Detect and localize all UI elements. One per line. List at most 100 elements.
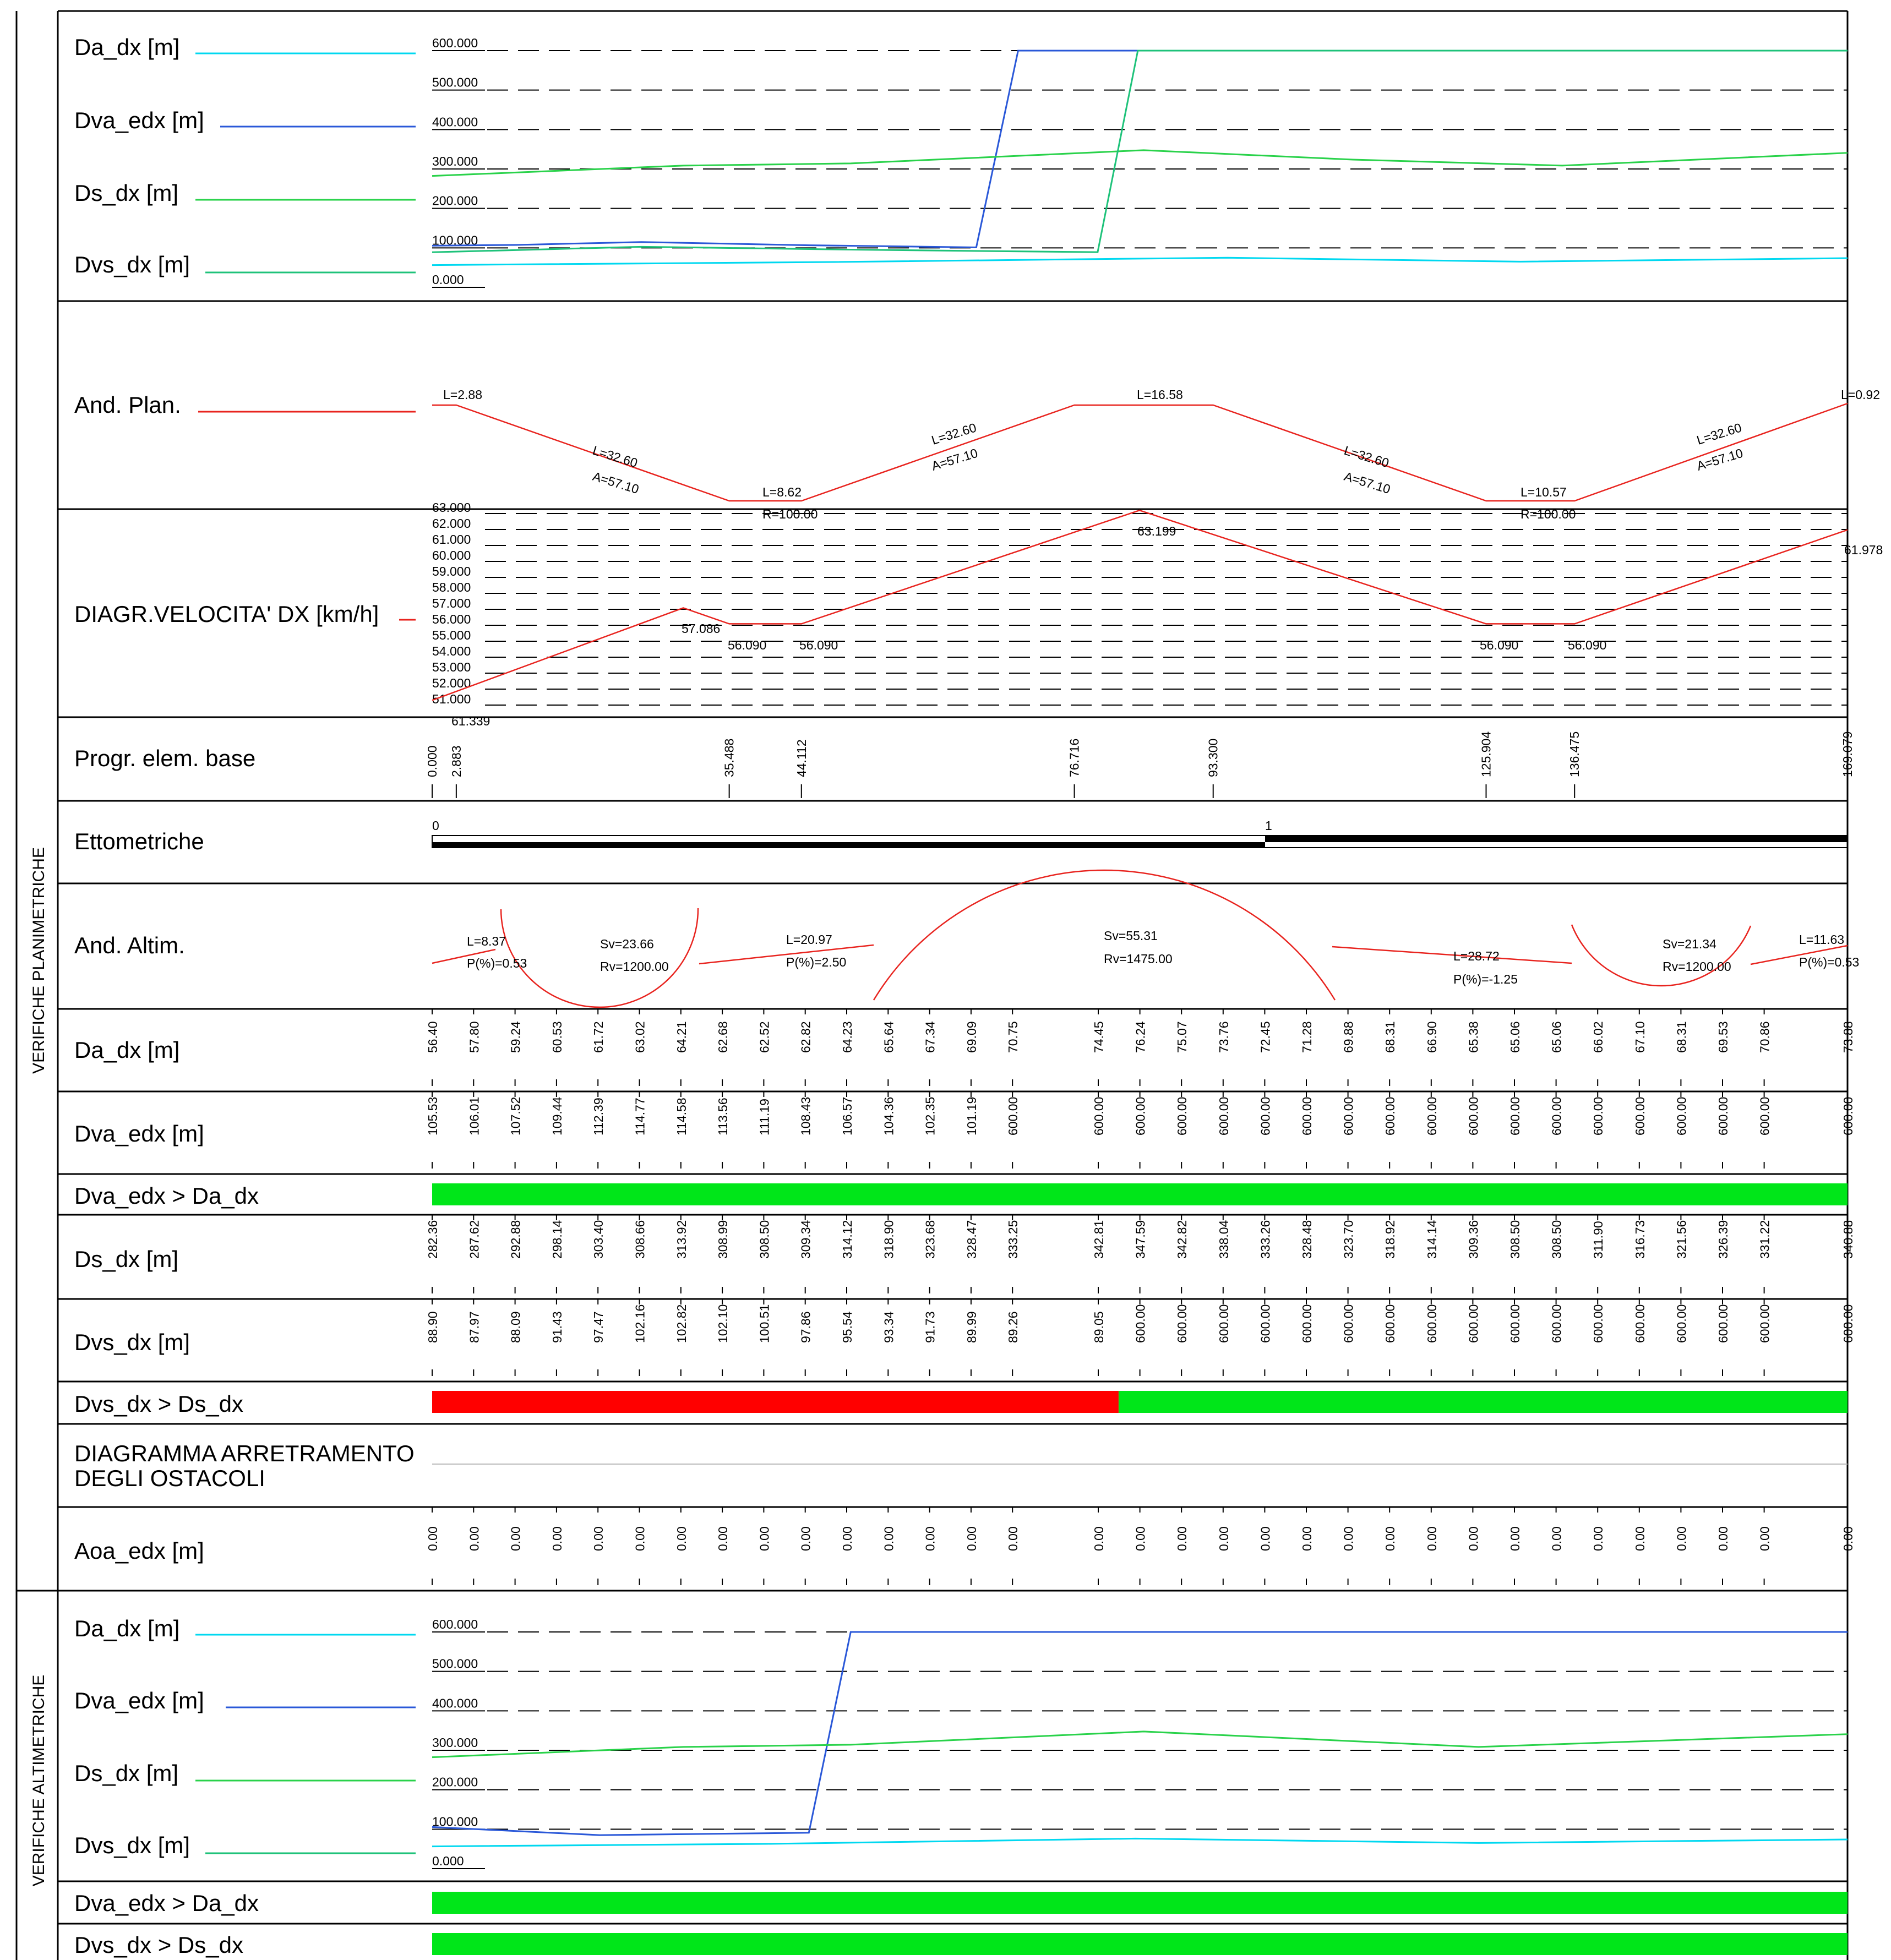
and-altim-curve <box>1750 944 1848 965</box>
da-value: 66.90 <box>1425 1021 1439 1053</box>
progr-value: 169.079 <box>1840 731 1855 777</box>
and-altim-curve <box>873 869 1336 1001</box>
progr-value: 136.475 <box>1567 731 1582 777</box>
dvs-value: 600.00 <box>1133 1304 1148 1343</box>
dva-value: 106.01 <box>467 1097 481 1135</box>
dvs-value: 95.54 <box>840 1311 854 1343</box>
dvs-value: 89.05 <box>1092 1311 1106 1343</box>
check-bar-alt-dvs-ds <box>432 1933 1848 1955</box>
dva-value: 600.00 <box>1591 1097 1605 1135</box>
aoa-value: 0.00 <box>923 1526 938 1551</box>
ds-value: 309.34 <box>799 1220 813 1259</box>
dva-value: 600.00 <box>1300 1097 1314 1135</box>
da-value: 70.86 <box>1758 1021 1772 1053</box>
speed-y-tick: 55.000 <box>432 628 471 642</box>
and-plan-label: L=0.92 <box>1841 387 1880 402</box>
dva-value: 600.00 <box>1383 1097 1397 1135</box>
and-plan-label: L=32.60 <box>1343 443 1391 470</box>
legend-dvs: Dvs_dx [m] <box>74 252 190 277</box>
ds-value: 318.92 <box>1383 1220 1397 1259</box>
and-altim-label: Rv=1200.00 <box>600 959 669 974</box>
ds-value: 321.56 <box>1674 1220 1688 1259</box>
aoa-value: 0.00 <box>550 1526 564 1551</box>
ds-value: 318.90 <box>881 1220 896 1259</box>
dva-value: 111.19 <box>757 1099 771 1135</box>
dvs-value: 600.00 <box>1633 1304 1647 1343</box>
and-altim-label: Sv=55.31 <box>1104 929 1158 943</box>
aoa-value: 0.00 <box>1758 1526 1772 1551</box>
etto-black-segment <box>432 842 1265 848</box>
speed-y-tick: 56.000 <box>432 612 471 626</box>
bottom-chart-series-line <box>432 1837 1848 1848</box>
dvs-value: 600.00 <box>1466 1304 1480 1343</box>
speed-label: 61.339 <box>451 714 490 728</box>
da-value: 62.68 <box>716 1021 730 1053</box>
ds-value: 323.68 <box>923 1220 938 1259</box>
da-value: 75.07 <box>1175 1021 1189 1053</box>
aoa-value: 0.00 <box>881 1526 896 1551</box>
ds-value: 342.82 <box>1175 1220 1189 1259</box>
aoa-value: 0.00 <box>757 1526 771 1551</box>
row-label-ettometriche: Ettometriche <box>74 828 204 854</box>
row-label-arretramento-1: DIAGRAMMA ARRETRAMENTO <box>74 1440 415 1466</box>
da-value: 67.10 <box>1633 1021 1647 1053</box>
speed-y-tick: 60.000 <box>432 548 471 563</box>
aoa-value: 0.00 <box>1217 1526 1231 1551</box>
bottom-chart-series-line <box>432 1631 1848 1836</box>
dva-value: 600.00 <box>1674 1097 1688 1135</box>
and-altim-label: Sv=23.66 <box>600 937 654 951</box>
ds-value: 308.50 <box>757 1220 771 1259</box>
and-plan-line <box>432 402 1848 502</box>
dva-value: 112.39 <box>591 1098 606 1135</box>
ds-value: 333.26 <box>1258 1220 1272 1259</box>
dva-value: 600.00 <box>1425 1097 1439 1135</box>
da-value: 74.45 <box>1092 1021 1106 1053</box>
legend-dva: Dva_edx [m] <box>74 107 204 133</box>
da-value: 73.76 <box>1217 1021 1231 1053</box>
progr-value: 93.300 <box>1206 739 1220 777</box>
bottom-chart-y-tick: 300.000 <box>432 1735 478 1750</box>
progr-values: 0.000 2.883 35.488 44.112 76.716 93.300 125.90… <box>425 731 1855 798</box>
ds-value: 331.22 <box>1758 1220 1772 1259</box>
dva-value: 104.36 <box>881 1097 896 1135</box>
speed-y-tick: 57.000 <box>432 596 471 610</box>
ds-value: 308.50 <box>1508 1220 1522 1259</box>
dva-value: 107.52 <box>509 1097 523 1135</box>
and-plan-label: L=8.62 <box>762 485 802 499</box>
legend-da: Da_dx [m] <box>74 34 179 60</box>
da-value: 67.34 <box>923 1021 938 1053</box>
dva-value: 113.56 <box>716 1098 730 1135</box>
da-value: 65.64 <box>881 1021 896 1053</box>
da-value: 66.02 <box>1591 1021 1605 1053</box>
and-plan-label: A=57.10 <box>1343 469 1392 496</box>
da-value: 73.88 <box>1841 1021 1855 1053</box>
top-chart-y-tick: 600.000 <box>432 36 478 50</box>
check-pass-segment <box>432 1933 1848 1955</box>
dva-value: 600.00 <box>1841 1097 1855 1135</box>
aoa-value: 0.00 <box>1591 1526 1605 1551</box>
speed-label: 56.090 <box>728 638 766 652</box>
legend-dva-bottom: Dva_edx [m] <box>74 1688 204 1713</box>
top-chart-y-tick: 500.000 <box>432 75 478 90</box>
row-label-ds: Ds_dx [m] <box>74 1246 178 1272</box>
row-label-and-plan: And. Plan. <box>74 392 181 418</box>
ds-value: 282.36 <box>426 1220 440 1259</box>
aoa-value: 0.00 <box>1258 1526 1272 1551</box>
and-altim-label: P(%)=0.53 <box>1799 955 1859 969</box>
aoa-value: 0.00 <box>591 1526 606 1551</box>
distance-chart-planimetriche: 600.000500.000400.000300.000200.000100.0… <box>432 36 1848 288</box>
dva-value: 600.00 <box>1092 1097 1106 1135</box>
and-altim-curve <box>432 948 496 964</box>
dvs-value: 102.10 <box>716 1304 730 1343</box>
ds-value: 340.88 <box>1841 1220 1855 1259</box>
dvs-value: 600.00 <box>1217 1304 1231 1343</box>
dvs-value: 102.82 <box>674 1304 689 1343</box>
dvs-value: 600.00 <box>1716 1304 1730 1343</box>
dvs-value: 600.00 <box>1425 1304 1439 1343</box>
da-value: 65.38 <box>1466 1021 1480 1053</box>
dva-value: 102.35 <box>923 1097 938 1135</box>
aoa-value: 0.00 <box>1841 1526 1855 1551</box>
dva-value: 600.00 <box>1133 1097 1148 1135</box>
speed-label: 56.090 <box>1480 638 1518 652</box>
